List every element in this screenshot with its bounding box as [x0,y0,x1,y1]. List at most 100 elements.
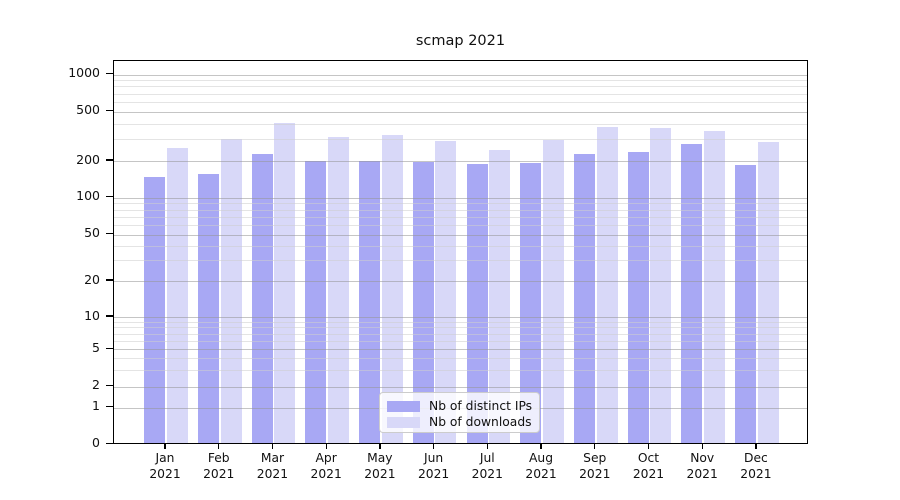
gridline-minor-80 [114,209,807,211]
y-tick-mark-500 [106,109,113,112]
x-tick-label-nov-2021: Nov 2021 [686,451,718,481]
y-tick-label-1000: 1000 [68,65,100,80]
legend-item-distinct-ips: Nb of distinct IPs [387,398,533,414]
y-tick-mark-10 [106,315,113,317]
gridline-minor-900 [114,80,807,82]
x-tick-mark-jun-2021 [433,443,435,449]
x-tick-mark-mar-2021 [271,443,274,449]
x-tick-mark-aug-2021 [540,443,542,449]
gridline-500 [114,111,807,113]
x-tick-mark-jul-2021 [486,443,489,449]
legend-item-downloads: Nb of downloads [387,414,532,430]
bar-nb-of-distinct-ips-apr-2021 [305,160,327,443]
gridline-minor-400 [114,123,807,125]
legend-swatch-distinct-ips-icon [387,400,420,412]
gridline-minor-60 [114,224,807,226]
x-tick-label-dec-2021: Dec 2021 [740,451,772,481]
x-tick-mark-apr-2021 [325,443,327,449]
y-tick-label-50: 50 [84,225,100,240]
bar-nb-of-distinct-ips-jun-2021 [412,161,434,443]
y-tick-label-5: 5 [92,339,100,355]
y-tick-label-2: 2 [92,377,100,393]
plot-area [113,60,808,444]
bar-nb-of-downloads-apr-2021 [327,137,349,443]
bar-nb-of-distinct-ips-jul-2021 [466,163,488,443]
y-tick-mark-200 [106,159,113,161]
gridline-2 [114,386,807,388]
legend-label-downloads: Nb of downloads [429,415,532,429]
y-tick-label-0: 0 [92,435,100,450]
x-tick-label-jun-2021: Jun 2021 [417,451,450,481]
bar-nb-of-downloads-oct-2021 [650,128,672,443]
x-tick-mark-oct-2021 [647,443,650,449]
bar-nb-of-downloads-aug-2021 [542,140,564,443]
legend-label-distinct-ips: Nb of distinct IPs [429,399,533,413]
y-tick-label-1: 1 [92,398,100,414]
gridline-minor-300 [114,139,807,141]
bar-nb-of-distinct-ips-aug-2021 [520,163,542,443]
legend-swatch-downloads-icon [387,416,420,428]
gridline-minor-600 [114,101,807,103]
x-tick-mark-feb-2021 [218,443,220,449]
x-tick-label-oct-2021: Oct 2021 [632,451,665,481]
gridline-minor-9 [114,321,807,323]
legend: Nb of distinct IPs Nb of downloads [379,392,540,433]
bar-nb-of-distinct-ips-may-2021 [359,160,381,443]
x-tick-label-jul-2021: Jul 2021 [471,451,503,481]
gridline-minor-4 [114,358,807,360]
x-tick-mark-may-2021 [379,443,381,449]
bar-nb-of-downloads-mar-2021 [274,122,296,443]
y-tick-mark-50 [106,232,113,235]
x-tick-label-sep-2021: Sep 2021 [579,451,611,481]
y-tick-label-20: 20 [84,271,100,287]
y-tick-mark-0 [106,442,113,445]
x-tick-label-apr-2021: Apr 2021 [310,451,342,481]
y-tick-mark-5 [106,347,113,349]
gridline-minor-40 [114,245,807,247]
bar-nb-of-distinct-ips-oct-2021 [627,151,649,443]
y-tick-mark-100 [106,196,113,198]
gridline-1000 [114,74,807,76]
bar-nb-of-distinct-ips-nov-2021 [681,143,703,443]
y-tick-label-200: 200 [76,151,100,167]
gridline-50 [114,234,807,236]
y-tick-mark-20 [106,279,113,281]
gridline-100 [114,197,807,199]
gridline-minor-70 [114,216,807,218]
gridline-minor-6 [114,340,807,342]
y-tick-label-10: 10 [84,307,100,323]
bar-nb-of-downloads-jun-2021 [435,140,457,443]
y-tick-mark-1 [106,406,113,408]
y-tick-label-500: 500 [76,102,100,117]
bar-nb-of-downloads-feb-2021 [220,139,242,443]
bar-nb-of-distinct-ips-jan-2021 [144,176,166,443]
bar-nb-of-downloads-may-2021 [381,134,403,443]
x-tick-label-feb-2021: Feb 2021 [203,451,235,481]
gridline-10 [114,317,807,318]
y-tick-mark-1000 [106,72,113,75]
x-tick-label-jan-2021: Jan 2021 [149,451,181,481]
gridline-minor-7 [114,333,807,335]
bar-nb-of-distinct-ips-feb-2021 [197,174,219,443]
bar-nb-of-distinct-ips-dec-2021 [735,165,757,443]
x-tick-mark-jan-2021 [164,443,166,449]
gridline-minor-8 [114,327,807,329]
y-tick-mark-2 [106,385,113,387]
bar-nb-of-downloads-jan-2021 [166,147,188,443]
gridline-200 [114,161,807,162]
gridline-minor-800 [114,86,807,88]
gridline-5 [114,349,807,351]
gridline-20 [114,281,807,282]
gridline-minor-90 [114,203,807,205]
x-tick-mark-nov-2021 [701,443,703,449]
bar-nb-of-downloads-nov-2021 [704,131,725,443]
x-tick-mark-dec-2021 [755,443,757,449]
bar-nb-of-downloads-jul-2021 [489,149,511,443]
y-tick-label-100: 100 [76,188,100,204]
bar-nb-of-downloads-dec-2021 [757,142,779,443]
x-tick-label-mar-2021: Mar 2021 [256,451,289,481]
x-tick-mark-sep-2021 [594,443,596,449]
chart-title: scmap 2021 [415,33,506,49]
gridline-minor-700 [114,93,807,95]
